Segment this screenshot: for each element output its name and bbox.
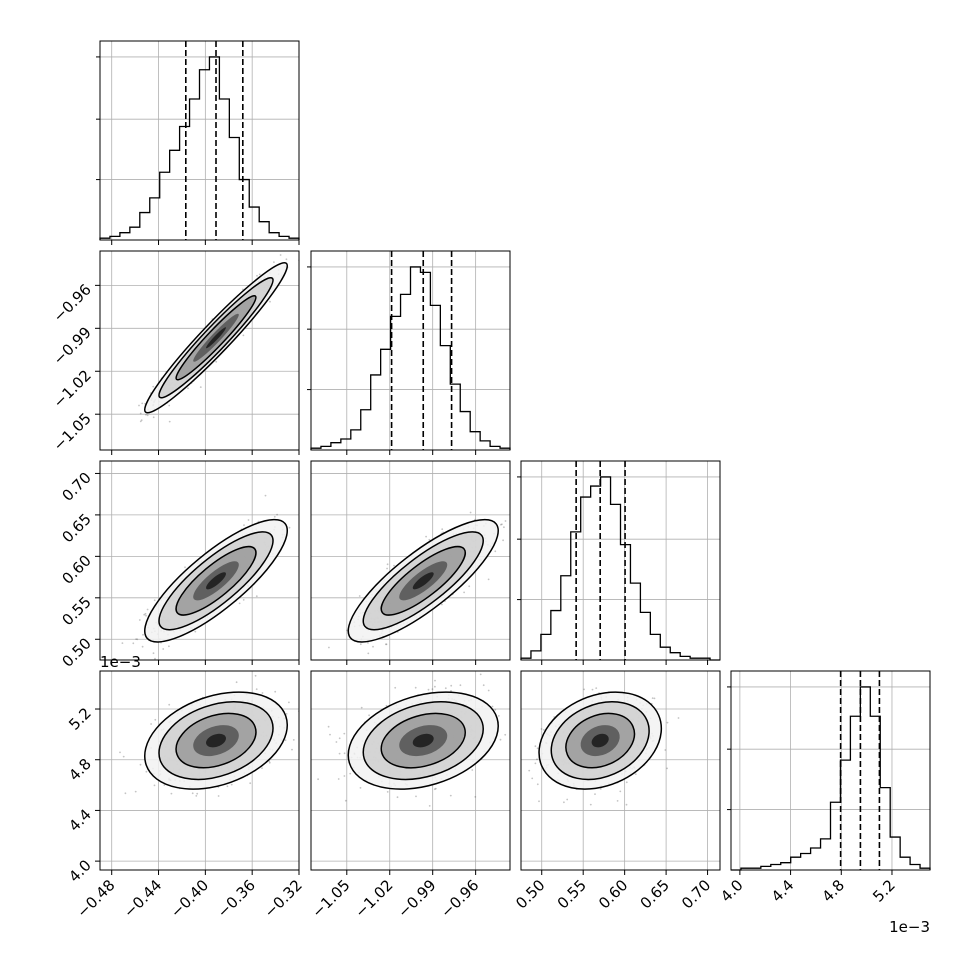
y-tick-label: 0.60: [58, 551, 94, 587]
density-contour-4: [412, 572, 434, 590]
scatter-panel-3-1: −1.05−1.02−0.99−0.96: [308, 670, 511, 921]
y-tick-label: −1.02: [50, 366, 95, 411]
panel-frame: [730, 670, 931, 871]
scatter-panel-3-0: 4.04.44.85.21e−3−0.48 −0.44 −0.40 −0.36 −0.3…: [65, 653, 306, 921]
x-tick-label: 4.4: [768, 876, 798, 906]
scatter-panel-2-0: 0.50 0.55 0.60 0.65 0.70: [58, 460, 300, 671]
x-tick-label: 0.60: [595, 876, 631, 912]
histogram-step: [99, 56, 300, 240]
histogram-step: [310, 266, 511, 450]
y-tick-label: −1.05: [50, 409, 95, 454]
panel-frame: [310, 460, 511, 661]
y-tick-label: −0.96: [50, 280, 95, 325]
y-tick-label: 4.8: [65, 755, 95, 785]
y-tick-label: 0.55: [58, 593, 94, 629]
x-tick-label: 0.70: [678, 876, 714, 912]
scatter-panel-3-2: 0.50 0.55 0.60 0.65 0.70: [512, 670, 721, 912]
histogram-panel-2: [517, 460, 721, 665]
y-tick-label: 4.0: [65, 856, 95, 886]
panel-frame: [99, 250, 300, 451]
scatter-panel-2-1: [310, 460, 511, 665]
panel-frame: [520, 460, 721, 661]
x-tick-label: −0.99: [394, 876, 439, 921]
x-tick-label: 0.55: [554, 876, 590, 912]
panel-frame: [99, 670, 300, 871]
histogram-panel-1: [307, 250, 511, 455]
panel-frame: [99, 460, 300, 661]
y-offset-label: 1e−3: [100, 653, 141, 671]
density-contour-4: [591, 733, 609, 748]
x-tick-label: 4.0: [717, 876, 747, 906]
x-tick-label: −0.40: [167, 876, 212, 921]
y-tick-label: 5.2: [65, 704, 95, 734]
panel-frame: [520, 670, 721, 871]
y-tick-label: 0.70: [58, 469, 94, 505]
histogram-step: [731, 686, 931, 871]
density-contour-4: [206, 572, 226, 590]
x-tick-label: −0.96: [437, 876, 482, 921]
x-tick-label: −0.32: [261, 876, 306, 921]
x-tick-label: −1.05: [308, 876, 353, 921]
x-tick-label: 4.8: [819, 876, 849, 906]
scatter-panel-1-0: −1.05−1.02−0.99−0.96: [50, 250, 300, 455]
x-tick-label: −0.44: [120, 876, 165, 921]
y-tick-label: 0.65: [58, 510, 94, 546]
density-contour-4: [206, 327, 226, 349]
x-tick-label: 5.2: [869, 876, 899, 906]
x-tick-label: −0.36: [214, 876, 259, 921]
histogram-step: [520, 476, 720, 661]
x-tick-label: 0.50: [512, 876, 548, 912]
density-contour-4: [412, 733, 434, 748]
panel-frame: [310, 670, 511, 871]
x-tick-label: −1.02: [351, 876, 396, 921]
y-tick-label: 4.4: [65, 806, 95, 836]
panel-frame: [99, 40, 300, 241]
panel-frame: [310, 250, 511, 451]
density-contour-4: [206, 733, 226, 748]
histogram-panel-3: 4.0 4.4 4.8 5.2 1e−3: [717, 670, 931, 936]
x-tick-label: 0.65: [637, 876, 673, 912]
histogram-panel-0: [96, 40, 300, 245]
y-tick-label: −0.99: [50, 323, 95, 368]
x-offset-label: 1e−3: [889, 918, 930, 936]
y-tick-label: 0.50: [58, 634, 94, 670]
